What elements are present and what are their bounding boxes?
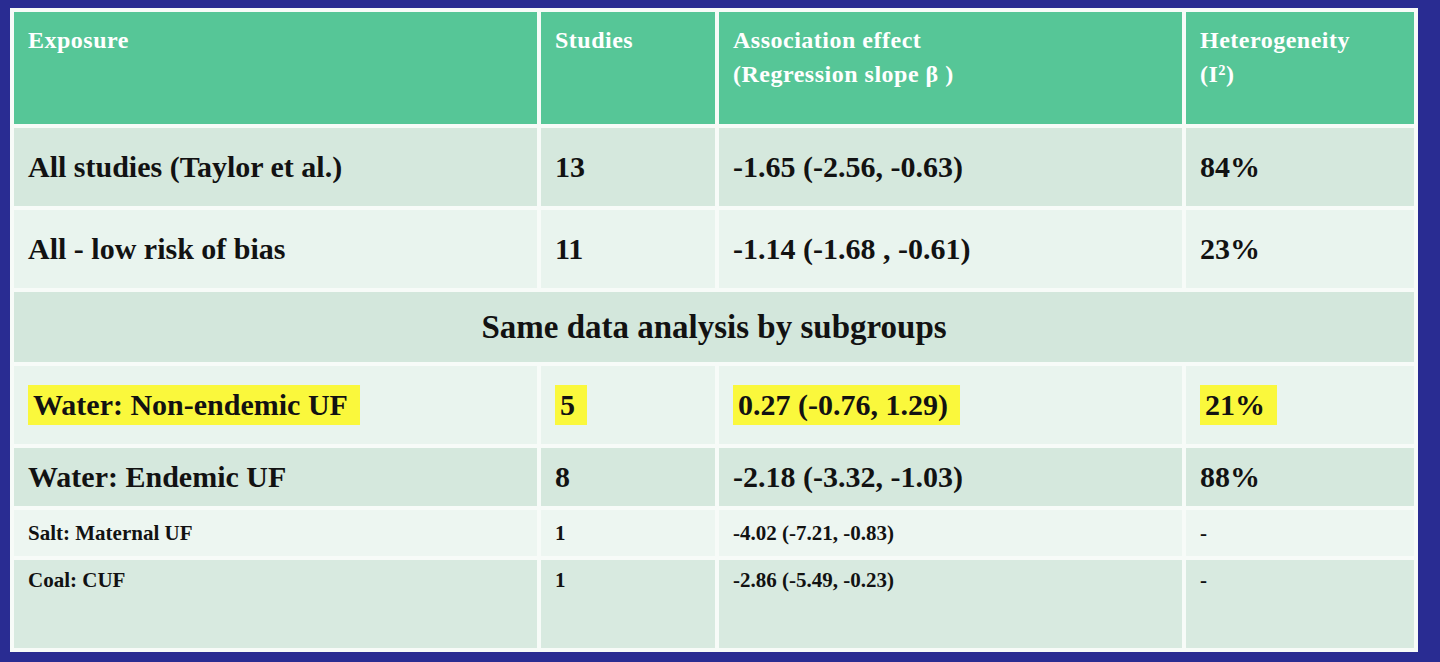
cell-studies: 11 [539,208,717,290]
cell-effect: 0.27 (-0.76, 1.29) [717,364,1184,446]
studies-value-highlighted: 5 [555,385,587,425]
cell-exposure: Salt: Maternal UF [12,508,539,558]
effect-value-highlighted: 0.27 (-0.76, 1.29) [733,385,960,425]
table-header-row: Exposure Studies Association effect (Reg… [12,10,1416,126]
studies-value: 11 [555,232,583,265]
header-exposure-label: Exposure [28,24,537,56]
table-row-water-non-endemic: Water: Non-endemic UF 5 0.27 (-0.76, 1.2… [12,364,1416,446]
cell-studies: 1 [539,508,717,558]
exposure-value: All - low risk of bias [28,232,286,265]
cell-studies: 5 [539,364,717,446]
cell-effect: -4.02 (-7.21, -0.83) [717,508,1184,558]
header-cell-association-effect: Association effect (Regression slope β ) [717,10,1184,126]
header-studies-label: Studies [555,24,715,56]
cell-exposure: Coal: CUF [12,558,539,650]
table-body: All studies (Taylor et al.) 13 -1.65 (-2… [12,126,1416,650]
cell-heterogeneity: 23% [1184,208,1416,290]
studies-value: 8 [555,460,570,493]
header-association-label-line2: (Regression slope β ) [733,58,1182,90]
cell-studies: 13 [539,126,717,208]
meta-analysis-results-table: Exposure Studies Association effect (Reg… [10,8,1418,652]
header-association-label-line1: Association effect [733,24,1182,56]
heterogeneity-value: - [1200,568,1207,592]
table-section-header-row: Same data analysis by subgroups [12,290,1416,364]
cell-effect: -2.86 (-5.49, -0.23) [717,558,1184,650]
exposure-value: Salt: Maternal UF [28,521,192,545]
cell-effect: -1.65 (-2.56, -0.63) [717,126,1184,208]
table-row-low-risk-of-bias: All - low risk of bias 11 -1.14 (-1.68 ,… [12,208,1416,290]
effect-value: -2.18 (-3.32, -1.03) [733,460,963,493]
heterogeneity-value: 88% [1200,460,1260,493]
effect-value: -4.02 (-7.21, -0.83) [733,521,894,545]
cell-heterogeneity: - [1184,558,1416,650]
header-cell-heterogeneity: Heterogeneity (I²) [1184,10,1416,126]
cell-studies: 8 [539,446,717,508]
table-row-salt-maternal: Salt: Maternal UF 1 -4.02 (-7.21, -0.83)… [12,508,1416,558]
cell-exposure: All studies (Taylor et al.) [12,126,539,208]
effect-value: -1.65 (-2.56, -0.63) [733,150,963,183]
table-row-all-studies: All studies (Taylor et al.) 13 -1.65 (-2… [12,126,1416,208]
header-heterogeneity-label-line1: Heterogeneity [1200,24,1414,56]
exposure-value: Water: Endemic UF [28,460,286,493]
effect-value: -1.14 (-1.68 , -0.61) [733,232,970,265]
heterogeneity-value: 84% [1200,150,1260,183]
heterogeneity-value-highlighted: 21% [1200,385,1277,425]
slide-background: Exposure Studies Association effect (Reg… [0,0,1440,662]
cell-heterogeneity: 88% [1184,446,1416,508]
section-header-title: Same data analysis by subgroups [481,309,946,345]
heterogeneity-value: - [1200,521,1207,545]
effect-value: -2.86 (-5.49, -0.23) [733,568,894,592]
section-header-cell: Same data analysis by subgroups [12,290,1416,364]
cell-exposure: All - low risk of bias [12,208,539,290]
header-cell-studies: Studies [539,10,717,126]
heterogeneity-value: 23% [1200,232,1260,265]
exposure-value-highlighted: Water: Non-endemic UF [28,385,360,425]
cell-exposure: Water: Non-endemic UF [12,364,539,446]
table-row-coal-cuf: Coal: CUF 1 -2.86 (-5.49, -0.23) - [12,558,1416,650]
table-header: Exposure Studies Association effect (Reg… [12,10,1416,126]
table-row-water-endemic: Water: Endemic UF 8 -2.18 (-3.32, -1.03)… [12,446,1416,508]
cell-heterogeneity: 21% [1184,364,1416,446]
cell-effect: -2.18 (-3.32, -1.03) [717,446,1184,508]
header-heterogeneity-label-line2: (I²) [1200,58,1414,90]
studies-value: 1 [555,521,566,545]
cell-heterogeneity: - [1184,508,1416,558]
cell-effect: -1.14 (-1.68 , -0.61) [717,208,1184,290]
studies-value: 1 [555,568,566,592]
cell-studies: 1 [539,558,717,650]
studies-value: 13 [555,150,585,183]
exposure-value: Coal: CUF [28,568,125,592]
cell-heterogeneity: 84% [1184,126,1416,208]
exposure-value: All studies (Taylor et al.) [28,150,342,183]
cell-exposure: Water: Endemic UF [12,446,539,508]
header-cell-exposure: Exposure [12,10,539,126]
